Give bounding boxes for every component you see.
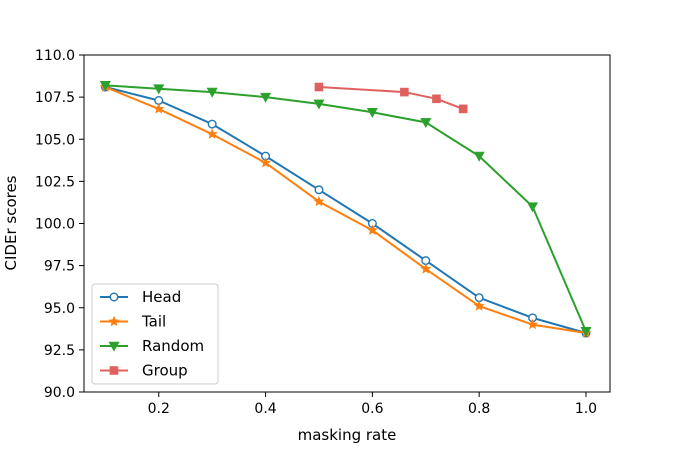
legend-box <box>91 283 219 385</box>
y-tick-label: 100.0 <box>35 217 75 233</box>
data-point-group <box>458 104 468 114</box>
y-axis-label: CIDEr scores <box>2 175 20 270</box>
data-point-random <box>206 87 218 98</box>
data-point-tail <box>473 300 485 311</box>
data-point-random <box>527 202 539 213</box>
data-point-head <box>314 185 324 195</box>
x-tick-label: 0.2 <box>148 401 170 417</box>
series-layer <box>99 81 592 338</box>
data-point-tail <box>420 263 432 274</box>
legend-marker-random <box>108 341 120 352</box>
data-point-random <box>260 92 272 103</box>
plot-frame <box>83 54 611 393</box>
data-point-group <box>400 87 409 97</box>
data-point-tail <box>260 157 272 168</box>
legend-item-head: Head <box>100 288 181 306</box>
legend-item-tail: Tail <box>100 313 166 331</box>
series-line-random <box>105 84 587 332</box>
y-tick-label: 92.5 <box>44 343 75 359</box>
x-tick-label: 0.4 <box>254 401 276 417</box>
legend-marker-group <box>109 366 119 375</box>
y-tick-label: 90.0 <box>44 385 75 401</box>
x-tick-label: 1.0 <box>575 401 597 417</box>
data-point-tail <box>206 128 218 139</box>
y-tick-label: 102.5 <box>35 174 75 190</box>
series-line-tail <box>104 86 587 335</box>
legend-marker-head <box>109 292 119 302</box>
data-point-tail <box>153 103 165 114</box>
legend-label-group: Group <box>142 362 188 380</box>
series-group <box>314 82 468 114</box>
series-random <box>99 81 592 337</box>
legend-label-head: Head <box>142 288 181 306</box>
y-tick-label: 97.5 <box>44 259 75 275</box>
data-point-random <box>99 81 111 91</box>
legend-label-random: Random <box>142 337 204 355</box>
series-line-group <box>318 86 464 110</box>
data-point-random <box>153 84 165 95</box>
data-point-random <box>580 327 592 337</box>
legend-item-group: Group <box>100 362 188 380</box>
data-point-tail <box>527 318 539 330</box>
data-point-random <box>313 99 325 110</box>
data-point-group <box>314 82 324 92</box>
y-tick-label: 107.5 <box>35 90 75 106</box>
x-tick-label: 0.8 <box>468 401 490 417</box>
data-point-group <box>432 94 441 104</box>
data-point-random <box>366 107 378 118</box>
data-point-tail <box>366 224 378 235</box>
data-point-random <box>473 151 485 162</box>
y-tick-label: 95.0 <box>44 301 75 317</box>
legend: Head Tail Random Group <box>91 283 219 385</box>
x-tick-label: 0.6 <box>361 401 383 417</box>
legend-label-tail: Tail <box>141 313 166 331</box>
legend-item-random: Random <box>100 337 204 355</box>
x-axis-label: masking rate <box>298 426 397 444</box>
data-point-head <box>207 119 217 129</box>
y-tick-label: 105.0 <box>35 132 75 148</box>
series-line-head <box>105 86 587 334</box>
axis-ticks: 0.2 0.4 0.6 0.8 1.0 90.0 92.5 95.0 97.5 100.0 102.… <box>35 48 597 417</box>
data-point-tail <box>313 195 325 207</box>
legend-marker-tail <box>108 315 120 327</box>
y-tick-label: 110.0 <box>35 48 75 64</box>
data-point-random <box>420 118 432 129</box>
